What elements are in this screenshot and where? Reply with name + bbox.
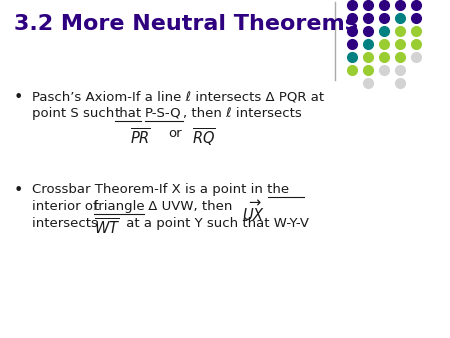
Text: •: •	[14, 183, 23, 198]
Text: , then ℓ intersects: , then ℓ intersects	[183, 107, 302, 120]
Text: Δ UVW, then: Δ UVW, then	[144, 200, 241, 213]
Text: or: or	[168, 127, 182, 140]
Text: 3.2 More Neutral Theorems: 3.2 More Neutral Theorems	[14, 14, 358, 34]
Text: Crossbar Theorem-If X is a point in the: Crossbar Theorem-If X is a point in the	[32, 183, 289, 196]
Text: at a point Y such that W-Y-V: at a point Y such that W-Y-V	[122, 217, 309, 230]
Text: $\overline{RQ}$: $\overline{RQ}$	[192, 127, 216, 149]
Text: P-S-Q: P-S-Q	[145, 107, 182, 120]
Text: interior of: interior of	[32, 200, 102, 213]
Text: triangle: triangle	[94, 200, 146, 213]
Text: Pasch’s Axiom-If a line ℓ intersects Δ PQR at: Pasch’s Axiom-If a line ℓ intersects Δ P…	[32, 90, 324, 103]
Text: $\overline{WT}$: $\overline{WT}$	[94, 217, 120, 237]
Text: $\overrightarrow{UX}$: $\overrightarrow{UX}$	[242, 200, 265, 224]
Text: that: that	[115, 107, 142, 120]
Text: intersects: intersects	[32, 217, 102, 230]
Text: •: •	[14, 90, 23, 105]
Text: $\overline{PR}$: $\overline{PR}$	[130, 127, 151, 147]
Text: point S such: point S such	[32, 107, 118, 120]
